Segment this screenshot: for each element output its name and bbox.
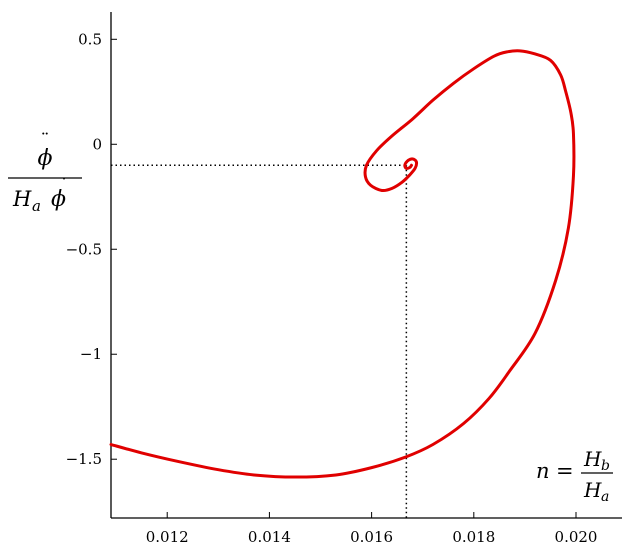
x-tick-label: 0.018 <box>452 528 495 546</box>
x-label-numerator-base: H <box>583 447 602 471</box>
x-label-lhs: n <box>536 459 550 483</box>
y-label-numerator: ϕ <box>38 146 53 171</box>
fixed-point-guides <box>111 164 408 518</box>
x-label-equals: = <box>556 459 574 483</box>
x-tick-label: 0.012 <box>146 528 189 546</box>
y-label-denominator-base: H <box>12 187 32 211</box>
y-label-double-dot: ¨ <box>41 130 50 151</box>
y-tick-label: −1.5 <box>66 450 102 468</box>
x-label-numerator-sub: b <box>601 458 610 474</box>
x-tick-label: 0.016 <box>350 528 393 546</box>
x-label-denominator-sub: a <box>601 489 609 505</box>
x-label-denominator-base: H <box>583 478 602 502</box>
ticks: 0.012 0.014 0.016 0.018 0.020 0.5 0 −0.5 −1 −1.5 <box>66 30 598 546</box>
y-tick-label: −1 <box>80 345 102 363</box>
y-label-denominator-tail: ϕ <box>51 187 66 212</box>
y-label-denominator-sub: a <box>32 197 41 215</box>
y-tick-label: 0 <box>92 135 102 153</box>
curves <box>109 49 576 479</box>
y-tick-label: 0.5 <box>78 30 102 48</box>
y-axis-label: ϕ ¨ H a ϕ ˙ <box>8 130 82 215</box>
x-axis-label: n = H b H a <box>536 447 613 505</box>
y-tick-label: −0.5 <box>66 240 102 258</box>
series-line-0 <box>109 49 576 479</box>
x-tick-label: 0.014 <box>248 528 291 546</box>
axes <box>110 12 622 519</box>
x-tick-label: 0.020 <box>555 528 598 546</box>
y-label-single-dot: ˙ <box>60 175 68 194</box>
